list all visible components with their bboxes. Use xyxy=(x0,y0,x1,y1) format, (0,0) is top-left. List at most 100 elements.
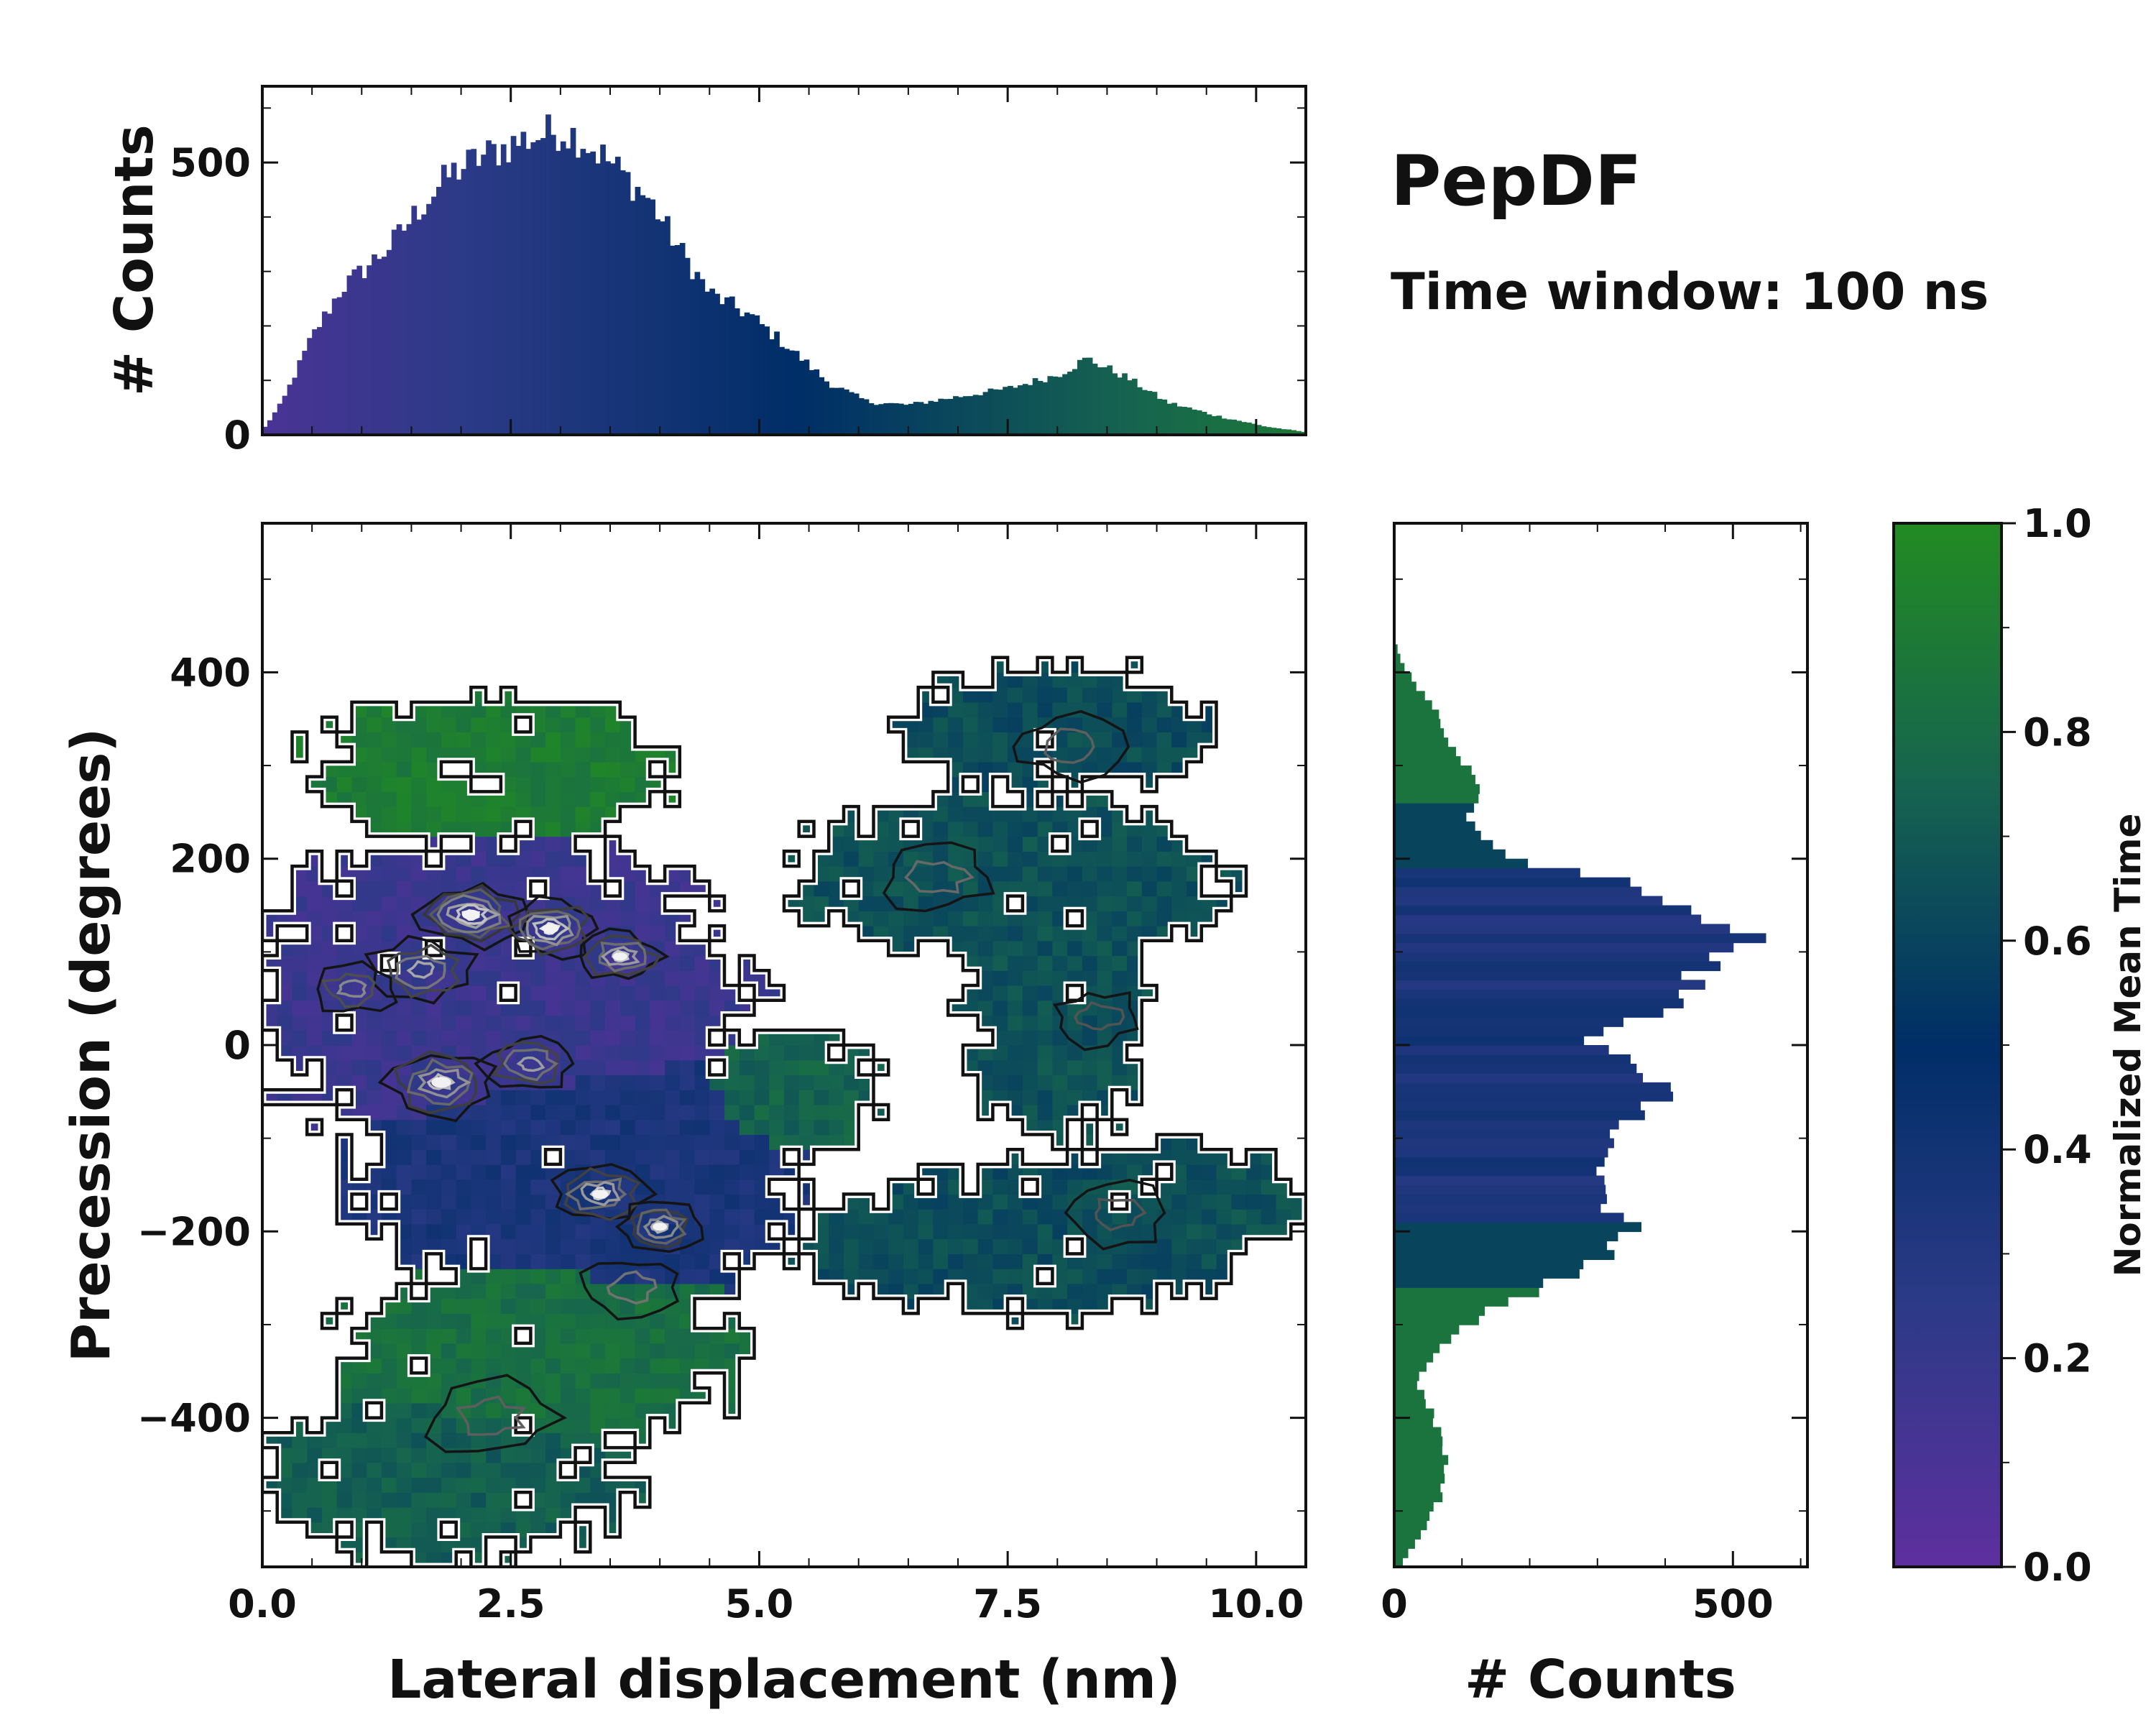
heatmap-cell xyxy=(784,1075,800,1090)
top-histogram-bar xyxy=(545,114,551,436)
heatmap-cell xyxy=(829,1238,844,1254)
heatmap-cell xyxy=(962,717,979,732)
heatmap-cell xyxy=(888,1254,904,1269)
top-histogram-bar xyxy=(878,404,885,435)
heatmap-cell xyxy=(1008,1223,1023,1240)
heatmap-cell xyxy=(992,1000,1008,1016)
heatmap-cell xyxy=(441,806,457,822)
heatmap-cell xyxy=(426,1209,442,1225)
heatmap-cell xyxy=(367,1492,382,1508)
heatmap-cell xyxy=(933,911,949,926)
heatmap-cell xyxy=(1037,866,1053,882)
heatmap-cell xyxy=(441,1313,457,1329)
heatmap-cell xyxy=(381,1448,397,1463)
right-histogram-bar xyxy=(1394,858,1529,869)
top-histogram-bar xyxy=(1052,376,1059,435)
heatmap-cell xyxy=(1082,880,1098,897)
heatmap-cell xyxy=(560,985,576,1001)
top-histogram-bar xyxy=(803,359,810,435)
top-histogram-bar xyxy=(312,329,318,435)
heatmap-cell xyxy=(456,1030,471,1046)
density-contour xyxy=(395,954,446,990)
heatmap-cell xyxy=(545,1238,561,1254)
heatmap-cell xyxy=(1156,717,1172,732)
heatmap-cell xyxy=(1097,717,1112,732)
heatmap-cell xyxy=(1008,955,1023,971)
heatmap-cell xyxy=(590,1015,606,1031)
heatmap-cell xyxy=(918,1238,934,1254)
top-histogram-bar xyxy=(893,403,899,435)
heatmap-cell xyxy=(471,1328,487,1344)
heatmap-cell xyxy=(1141,1254,1158,1269)
heatmap-cell xyxy=(575,732,591,748)
top-histogram-bar xyxy=(898,403,904,435)
heatmap-cell xyxy=(575,717,591,732)
heatmap-cell xyxy=(873,911,889,926)
top-histogram-bar xyxy=(1017,385,1023,435)
heatmap-cell xyxy=(1022,1238,1038,1254)
top-histogram-bar xyxy=(650,199,656,435)
heatmap-cell xyxy=(724,1149,740,1165)
top-histogram-bar xyxy=(1291,430,1296,435)
heatmap-cell xyxy=(575,1388,591,1404)
heatmap-cell xyxy=(486,1015,502,1031)
heatmap-cell xyxy=(1112,955,1128,971)
heatmap-cell xyxy=(635,1000,650,1016)
heatmap-cell xyxy=(650,1059,665,1076)
heatmap-cell xyxy=(1037,985,1053,1001)
top-histogram-bar xyxy=(640,195,646,435)
heatmap-cell xyxy=(619,1134,636,1150)
heatmap-cell xyxy=(486,717,502,732)
heatmap-cell xyxy=(1082,1075,1098,1090)
heatmap-cell xyxy=(426,806,442,822)
heatmap-cell xyxy=(1246,1179,1262,1195)
heatmap-cell xyxy=(1097,702,1112,718)
top-histogram-bar xyxy=(808,369,815,435)
heatmap-cell xyxy=(575,1328,591,1344)
heatmap-cell xyxy=(486,1462,502,1478)
top-histogram-bar xyxy=(699,279,706,435)
heatmap-cell xyxy=(1097,1238,1112,1254)
heatmap-cell xyxy=(560,1402,576,1419)
heatmap-cell xyxy=(992,851,1008,867)
top-histogram-bar xyxy=(426,203,432,435)
heatmap-cell xyxy=(1112,1164,1128,1180)
heatmap-cell xyxy=(486,1209,502,1225)
heatmap-cell xyxy=(1037,1223,1053,1240)
heatmap-cell xyxy=(739,1149,755,1165)
heatmap-cell xyxy=(679,1254,696,1269)
heatmap-cell xyxy=(515,1104,531,1121)
top-histogram-bar xyxy=(1256,425,1262,435)
heatmap-cell xyxy=(411,1164,427,1180)
heatmap-cell xyxy=(1022,1059,1038,1076)
heatmap-cell xyxy=(1052,1075,1068,1090)
heatmap-cell xyxy=(471,1358,487,1374)
top-histogram-bar xyxy=(321,311,328,435)
heatmap-cell xyxy=(396,1388,413,1404)
heatmap-cell xyxy=(962,1209,979,1225)
heatmap-cell xyxy=(1008,732,1023,748)
top-histogram-bar xyxy=(714,293,720,435)
heatmap-cell xyxy=(1201,1254,1217,1269)
heatmap-cell xyxy=(545,985,561,1001)
heatmap-cell xyxy=(739,1119,755,1136)
right-histogram-bar xyxy=(1394,672,1412,683)
heatmap-cell xyxy=(1156,1238,1172,1254)
heatmap-cell xyxy=(1037,970,1053,986)
density-contour xyxy=(579,927,670,980)
heatmap-cell xyxy=(605,1388,621,1404)
heatmap-cell xyxy=(515,1209,531,1225)
density-contour xyxy=(1012,709,1130,784)
heatmap-cell xyxy=(843,851,860,867)
right-histogram-bar xyxy=(1394,1138,1614,1149)
heatmap-cell xyxy=(605,1328,621,1344)
heatmap-cell xyxy=(292,1492,308,1508)
heatmap-cell xyxy=(665,1164,681,1180)
top-histogram-bar xyxy=(1171,402,1178,435)
top-histogram-bar xyxy=(341,292,348,435)
heatmap-cell xyxy=(962,821,979,837)
heatmap-cell xyxy=(754,1119,770,1136)
right-histogram-bar xyxy=(1394,924,1731,934)
heatmap-cell xyxy=(381,776,397,792)
heatmap-cell xyxy=(1187,1254,1202,1269)
